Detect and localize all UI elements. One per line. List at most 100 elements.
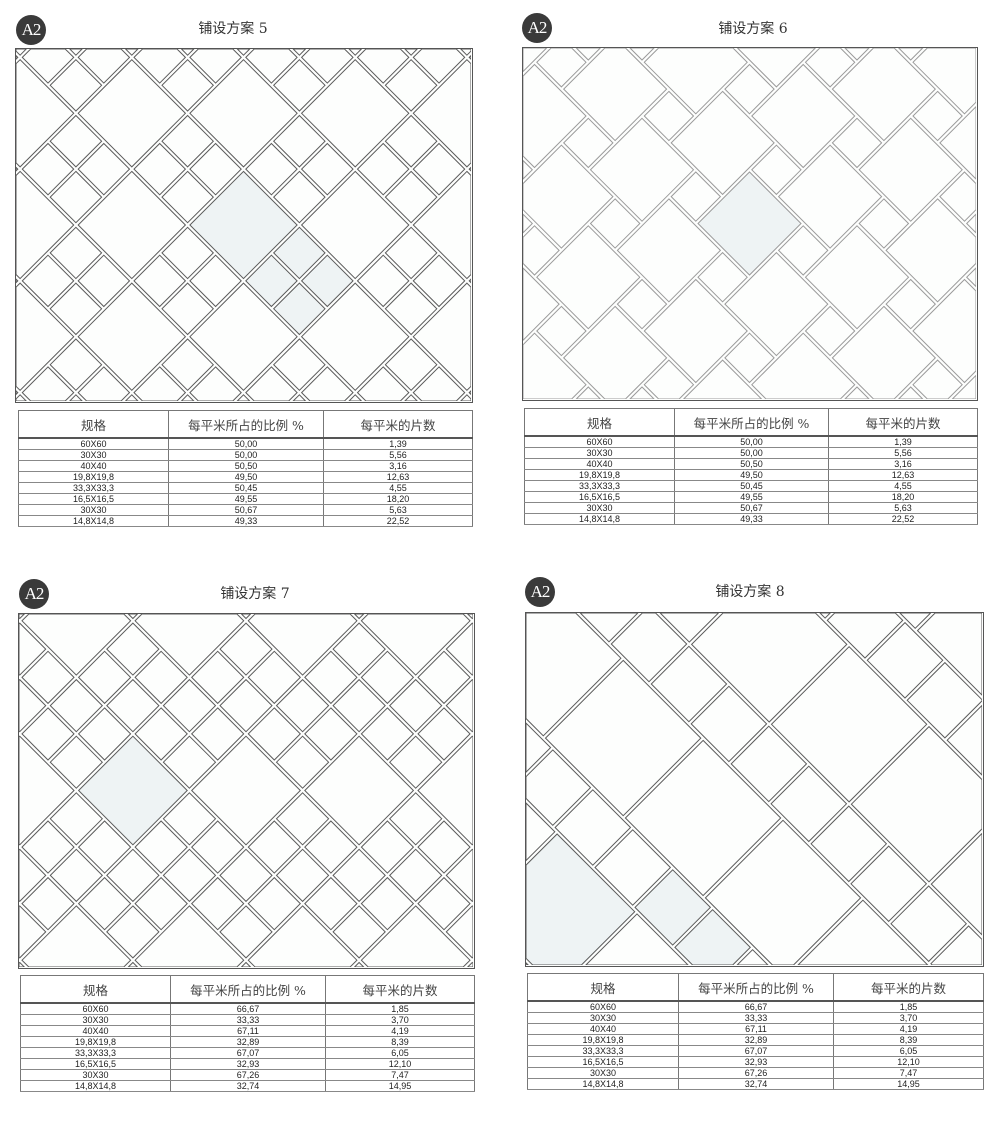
- tile: [554, 789, 632, 866]
- table-cell: 6,05: [325, 1047, 475, 1059]
- spec-table: 规格 每平米所占的比例 % 每平米的片数 60X60 66,67 1,85 30X30 33,…: [527, 973, 984, 1090]
- tile: [127, 614, 139, 620]
- tile: [106, 905, 160, 959]
- tile: [275, 848, 330, 903]
- tile: [77, 707, 132, 761]
- tile: [468, 166, 471, 172]
- tile: [460, 394, 471, 401]
- table-row: 33,3X33,3 67,07 6,05: [20, 1047, 475, 1059]
- tile: [21, 254, 75, 308]
- tile: [356, 49, 410, 84]
- table-cell: 40X40: [524, 458, 675, 470]
- column-header: 每平米所占的比例 %: [170, 975, 326, 1004]
- tile: [292, 49, 307, 56]
- tile: [77, 142, 131, 196]
- tile: [939, 171, 976, 222]
- table-cell: 30X30: [524, 447, 675, 459]
- tile: [240, 614, 252, 620]
- tile: [69, 394, 83, 401]
- table-cell: 50,50: [168, 460, 324, 472]
- column-header: 每平米所占的比例 %: [674, 408, 829, 437]
- tile: [360, 650, 415, 705]
- table-cell: 8,39: [325, 1036, 475, 1048]
- tile: [124, 49, 139, 56]
- tile: [831, 305, 937, 399]
- tile-pattern-drawing: [18, 613, 475, 969]
- tile: [16, 170, 75, 280]
- tile: [190, 735, 302, 846]
- tile: [562, 48, 668, 142]
- column-header: 规格: [18, 410, 169, 439]
- tile: [850, 725, 982, 883]
- pattern-title: 铺设方案 6: [718, 21, 788, 37]
- table-cell: 50,45: [168, 482, 324, 494]
- tile: [77, 282, 187, 392]
- tile: [161, 114, 215, 168]
- tile: [300, 366, 354, 401]
- tile: [332, 848, 386, 903]
- table-row: 30X30 50,00 5,56: [18, 449, 473, 461]
- tile: [404, 49, 418, 56]
- tile: [951, 374, 976, 399]
- tile: [353, 961, 365, 967]
- table-row: 30X30 50,00 5,56: [524, 447, 978, 459]
- tile: [189, 254, 242, 308]
- table-cell: 16,5X16,5: [20, 1058, 171, 1070]
- table-cell: 33,33: [170, 1014, 326, 1026]
- table-cell: 50,00: [168, 438, 324, 450]
- tile: [417, 876, 471, 931]
- table-row: 60X60 50,00 1,39: [18, 438, 473, 450]
- tile: [360, 614, 471, 676]
- table-header-row: 规格 每平米所占的比例 % 每平米的片数: [527, 973, 984, 1002]
- table-cell: 1,39: [323, 438, 473, 450]
- tile: [134, 820, 188, 874]
- tile: [544, 659, 702, 817]
- table-row: 33,3X33,3 50,45 4,55: [18, 482, 473, 494]
- tile: [897, 386, 924, 399]
- table-cell: 49,55: [674, 491, 829, 503]
- table-cell: 22,52: [323, 515, 473, 527]
- tile: [388, 735, 443, 789]
- table-cell: 33,3X33,3: [20, 1047, 171, 1059]
- tile: [162, 735, 217, 789]
- tile: [650, 645, 728, 723]
- table-cell: 3,16: [828, 458, 978, 470]
- tile: [332, 905, 386, 959]
- column-header: 每平米的片数: [828, 408, 978, 437]
- tile: [850, 845, 928, 923]
- table-cell: 3,16: [323, 460, 473, 472]
- table-cell: 49,55: [168, 493, 324, 505]
- table-cell: 14,8X14,8: [524, 513, 675, 525]
- tile: [133, 366, 187, 401]
- tile: [348, 49, 363, 56]
- table-cell: 7,47: [833, 1067, 984, 1079]
- tile: [49, 848, 104, 903]
- tile: [412, 170, 471, 280]
- badge: A2: [19, 579, 49, 609]
- tile: [384, 58, 438, 112]
- table-row: 14,8X14,8 32,74 14,95: [20, 1080, 475, 1092]
- tile: [460, 49, 471, 56]
- tile: [412, 366, 466, 401]
- tile: [946, 704, 982, 776]
- tile: [300, 254, 354, 308]
- tile: [275, 678, 330, 733]
- tile: [77, 58, 187, 168]
- tile: [523, 213, 534, 234]
- tile-pattern-drawing: [522, 47, 978, 401]
- tile: [247, 650, 302, 705]
- tile: [189, 366, 242, 401]
- tile: [388, 848, 443, 903]
- table-cell: 49,33: [674, 513, 829, 525]
- tile: [304, 707, 358, 761]
- column-header: 每平米的片数: [833, 973, 984, 1002]
- tile: [304, 876, 358, 931]
- tile: [77, 170, 187, 280]
- tile: [16, 278, 19, 284]
- tile: [190, 820, 245, 874]
- table-cell: 60X60: [20, 1003, 171, 1015]
- tile: [77, 735, 188, 846]
- table-cell: 1,39: [828, 436, 978, 448]
- tile-pattern-drawing: [15, 48, 473, 403]
- tile: [724, 63, 775, 115]
